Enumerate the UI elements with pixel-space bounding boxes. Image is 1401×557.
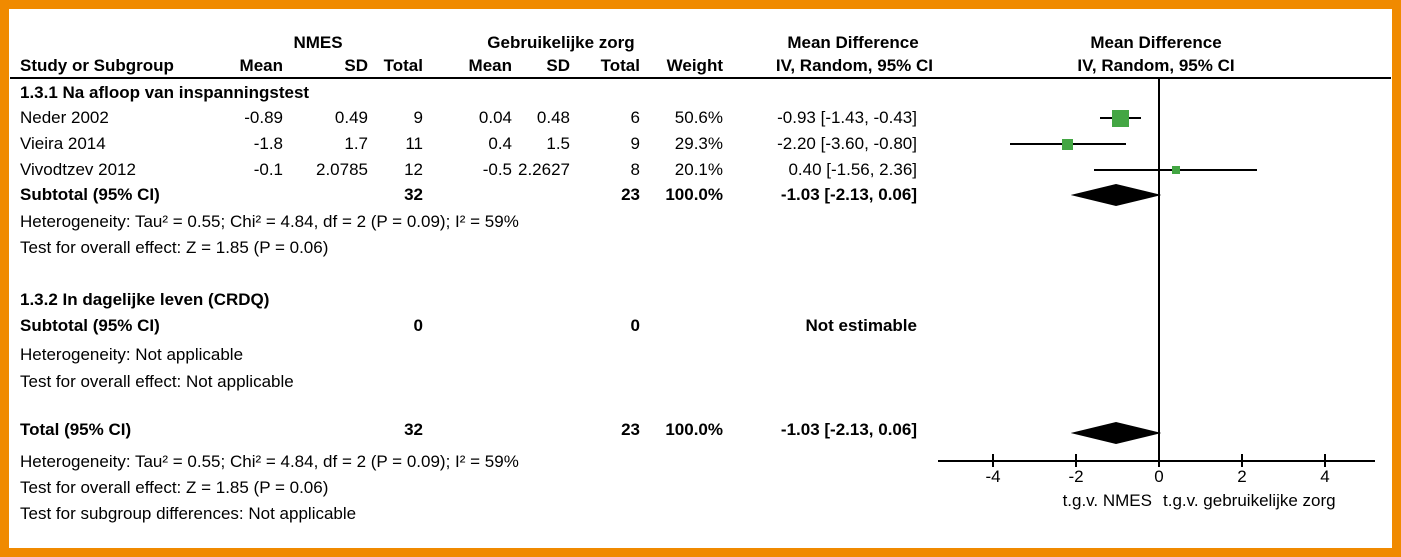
subtotal-control-total: 23 [621, 185, 640, 204]
axis-tick [1075, 454, 1077, 467]
col-header-mean1: Mean [239, 56, 283, 75]
nmes-total: 11 [405, 134, 423, 153]
control-sd: 1.5 [546, 134, 570, 153]
total-label: Total (95% CI) [20, 420, 132, 439]
control-mean: -0.5 [482, 160, 512, 179]
md-ci-text: -0.93 [-1.43, -0.43] [777, 108, 917, 127]
subtotal-weight: 100.0% [665, 185, 723, 204]
weight: 50.6% [674, 108, 723, 127]
axis-tick-label: 0 [1154, 467, 1164, 486]
x-axis-line [938, 460, 1375, 462]
nmes-mean: -0.1 [253, 160, 283, 179]
col-header-total2: Total [600, 56, 640, 75]
md-ci-text: -2.20 [-3.60, -0.80] [777, 134, 917, 153]
col-header-weight: Weight [666, 56, 723, 75]
col-header-study: Study or Subgroup [20, 56, 174, 75]
total-weight: 100.0% [665, 420, 723, 439]
subtotal-control-total: 0 [630, 316, 640, 335]
axis-tick-label: 2 [1237, 467, 1247, 486]
heterogeneity-note: Heterogeneity: Tau² = 0.55; Chi² = 4.84,… [20, 452, 519, 471]
subtotal-label: Subtotal (95% CI) [20, 185, 160, 204]
col-header-ci-plot: IV, Random, 95% CI [1077, 56, 1235, 75]
nmes-mean: -1.8 [253, 134, 283, 153]
axis-tick-label: 4 [1320, 467, 1330, 486]
subtotal-nmes-total: 0 [413, 316, 423, 335]
total-control-total: 23 [621, 420, 640, 439]
subtotal-label: Subtotal (95% CI) [20, 316, 160, 335]
col-header-sd1: SD [344, 56, 368, 75]
axis-label-left: t.g.v. NMES [1062, 491, 1152, 510]
group1-header: NMES [293, 33, 343, 52]
overall-effect-note: Test for overall effect: Z = 1.85 (P = 0… [20, 238, 329, 257]
weight: 29.3% [674, 134, 723, 153]
col-header-mean2: Mean [468, 56, 512, 75]
control-sd: 2.2627 [518, 160, 570, 179]
axis-tick-label: -2 [1068, 467, 1084, 486]
total-diamond [1070, 422, 1162, 444]
heterogeneity-note: Heterogeneity: Tau² = 0.55; Chi² = 4.84,… [20, 212, 519, 231]
study-name: Vivodtzev 2012 [20, 160, 136, 179]
control-total: 8 [630, 160, 640, 179]
weight: 20.1% [674, 160, 723, 179]
overall-effect-note: Test for overall effect: Not applicable [20, 372, 294, 391]
subgroup-difference-note: Test for subgroup differences: Not appli… [20, 504, 357, 523]
group2-header: Gebruikelijke zorg [487, 33, 635, 52]
nmes-sd: 0.49 [334, 108, 368, 127]
subgroup-title: 1.3.2 In dagelijke leven (CRDQ) [20, 290, 270, 309]
md-text-column-title: Mean Difference [787, 33, 919, 52]
nmes-mean: -0.89 [244, 108, 283, 127]
col-header-sd2: SD [546, 56, 570, 75]
forest-point-square [1062, 138, 1074, 150]
subtotal-diamond [1070, 184, 1162, 206]
nmes-sd: 1.7 [344, 134, 368, 153]
subtotal-ci-text: Not estimable [805, 316, 917, 335]
control-sd: 0.48 [536, 108, 570, 127]
subtotal-ci-text: -1.03 [-2.13, 0.06] [780, 185, 917, 204]
control-total: 9 [630, 134, 640, 153]
zero-line [1158, 78, 1160, 461]
nmes-sd: 2.0785 [316, 160, 368, 179]
forest-point-square [1111, 109, 1129, 127]
col-header-ci-text: IV, Random, 95% CI [775, 56, 933, 75]
md-plot-column-title: Mean Difference [1090, 33, 1222, 52]
header-rule [10, 77, 1391, 79]
subtotal-nmes-total: 32 [404, 185, 423, 204]
control-total: 6 [630, 108, 640, 127]
total-ci-text: -1.03 [-2.13, 0.06] [780, 420, 917, 439]
axis-tick [1324, 454, 1326, 467]
axis-tick [1241, 454, 1243, 467]
col-header-total1: Total [383, 56, 423, 75]
nmes-total: 12 [404, 160, 423, 179]
study-name: Neder 2002 [20, 108, 109, 127]
forest-point-square [1171, 166, 1180, 174]
axis-label-right: t.g.v. gebruikelijke zorg [1163, 491, 1336, 510]
heterogeneity-note: Heterogeneity: Not applicable [20, 345, 244, 364]
nmes-total: 9 [413, 108, 423, 127]
axis-tick [992, 454, 994, 467]
md-ci-text: 0.40 [-1.56, 2.36] [788, 160, 917, 179]
subgroup-title: 1.3.1 Na afloop van inspanningstest [20, 83, 310, 102]
study-name: Vieira 2014 [20, 134, 106, 153]
overall-effect-note: Test for overall effect: Z = 1.85 (P = 0… [20, 478, 329, 497]
axis-tick [1158, 454, 1160, 467]
control-mean: 0.4 [488, 134, 512, 153]
control-mean: 0.04 [478, 108, 512, 127]
total-nmes-total: 32 [404, 420, 423, 439]
axis-tick-label: -4 [985, 467, 1001, 486]
